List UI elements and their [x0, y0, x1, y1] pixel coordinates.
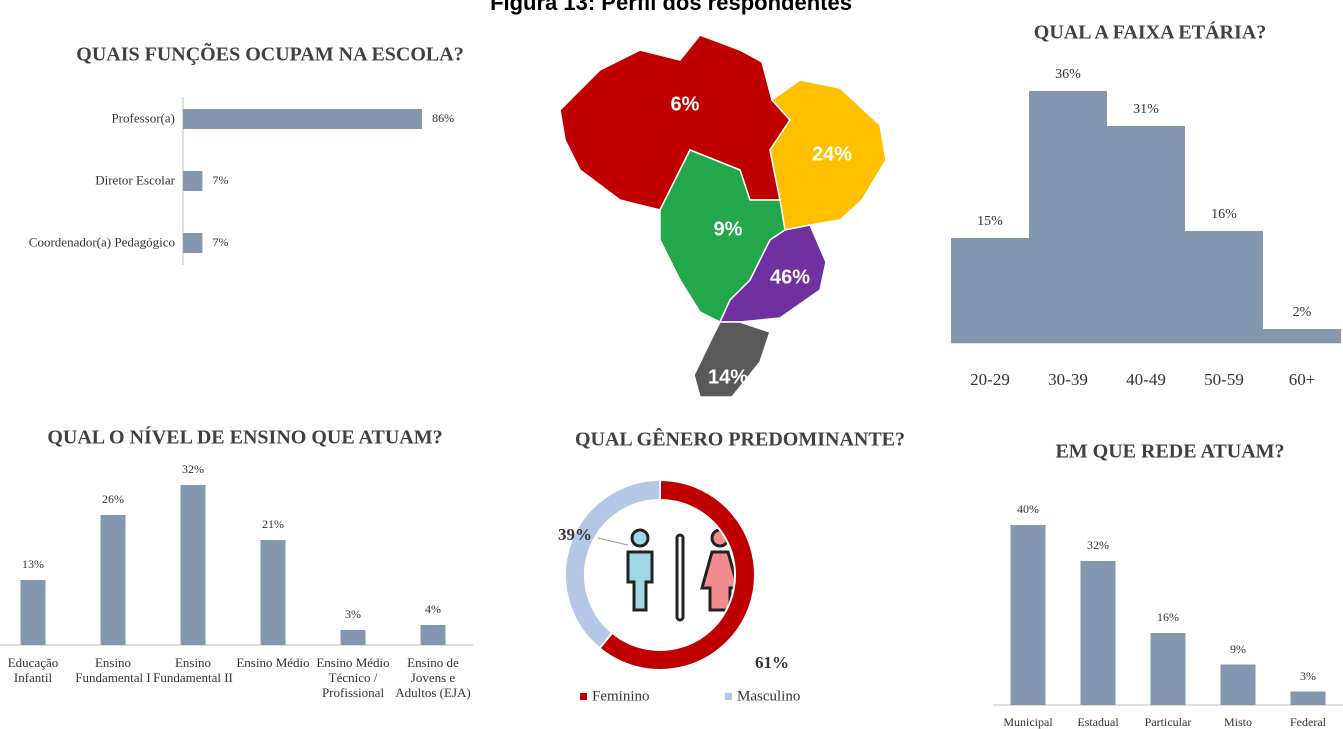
- value-label: 16%: [1157, 610, 1179, 625]
- bar: [340, 630, 366, 645]
- chart-title: EM QUE REDE ATUAM?: [1055, 440, 1285, 463]
- category-label: Misto: [1223, 715, 1253, 729]
- value-label: 32%: [1087, 538, 1109, 553]
- value-label: 26%: [102, 492, 124, 507]
- map-region: [769, 79, 887, 231]
- bar: [1290, 691, 1326, 705]
- region-value-label: 6%: [670, 93, 700, 116]
- value-label: 86%: [432, 111, 455, 126]
- bar: [183, 233, 203, 253]
- category-label: Ensino de Jovens e Adultos (EJA): [395, 655, 471, 700]
- value-label: 21%: [262, 517, 284, 532]
- value-label: 40%: [1017, 502, 1039, 517]
- legend-label: Feminino: [592, 688, 650, 705]
- region-value-label: 46%: [769, 266, 811, 289]
- value-label: 16%: [1211, 206, 1237, 222]
- chart-title: QUAL O NÍVEL DE ENSINO QUE ATUAM?: [47, 426, 443, 449]
- bar: [951, 238, 1029, 343]
- category-label: Particular: [1144, 715, 1192, 729]
- category-label: Diretor Escolar: [95, 172, 175, 188]
- donut-segment: [564, 478, 661, 650]
- value-label: 7%: [212, 235, 229, 250]
- category-label: 40-49: [1126, 370, 1166, 389]
- value-label: 15%: [977, 213, 1003, 229]
- value-label: 39%: [558, 525, 592, 545]
- bar: [260, 540, 286, 645]
- bar: [1220, 664, 1256, 705]
- category-label: 20-29: [970, 370, 1010, 389]
- region-value-label: 24%: [811, 143, 853, 166]
- category-label: Educação Infantil: [7, 655, 59, 685]
- category-label: Ensino Fundamental I: [75, 655, 151, 685]
- value-label: 13%: [22, 557, 44, 572]
- bar: [1263, 329, 1341, 343]
- value-label: 31%: [1133, 101, 1159, 117]
- bar: [1107, 126, 1185, 343]
- value-label: 3%: [345, 607, 361, 622]
- legend-swatch: [725, 693, 732, 700]
- bar: [1080, 561, 1116, 705]
- bar: [1150, 633, 1186, 705]
- category-label: Municipal: [1003, 715, 1053, 729]
- value-label: 32%: [182, 462, 204, 477]
- bar: [420, 625, 446, 645]
- bar: [100, 515, 126, 645]
- map-region: [693, 321, 771, 398]
- value-label: 4%: [425, 602, 441, 617]
- category-label: Ensino Fundamental II: [153, 655, 233, 685]
- legend-label: Masculino: [737, 688, 801, 705]
- bar: [1185, 231, 1263, 343]
- bar: [1029, 91, 1107, 343]
- gender-icon: [626, 528, 740, 622]
- value-label: 9%: [1230, 641, 1246, 656]
- value-label: 3%: [1300, 668, 1316, 683]
- value-label: 2%: [1292, 304, 1312, 320]
- category-label: Ensino Médio: [236, 655, 310, 670]
- category-label: Ensino Médio Técnico / Profissional: [316, 655, 390, 700]
- bar: [183, 109, 423, 129]
- bar: [180, 485, 206, 645]
- chart-title: QUAIS FUNÇÕES OCUPAM NA ESCOLA?: [76, 43, 464, 66]
- bar: [20, 580, 46, 645]
- category-label: Estadual: [1077, 715, 1119, 729]
- category-label: 50-59: [1204, 370, 1244, 389]
- bar: [1010, 525, 1046, 705]
- donut-segment: [598, 478, 756, 671]
- category-label: 30-39: [1048, 370, 1088, 389]
- category-label: Professor(a): [111, 110, 175, 126]
- value-label: 61%: [755, 653, 789, 673]
- value-label: 7%: [212, 173, 229, 188]
- chart-title: QUAL GÊNERO PREDOMINANTE?: [574, 428, 906, 451]
- leader-line: [597, 537, 629, 546]
- figure-title: Figura 13: Perfil dos respondentes: [490, 0, 852, 15]
- region-value-label: 9%: [713, 218, 743, 241]
- category-label: 60+: [1288, 370, 1316, 389]
- bar: [183, 171, 203, 191]
- value-label: 36%: [1055, 66, 1081, 82]
- legend-swatch: [580, 693, 587, 700]
- region-value-label: 14%: [707, 366, 749, 389]
- chart-title: QUAL A FAIXA ETÁRIA?: [1033, 21, 1267, 44]
- category-label: Federal: [1290, 715, 1326, 729]
- category-label: Coordenador(a) Pedagógico: [28, 234, 175, 250]
